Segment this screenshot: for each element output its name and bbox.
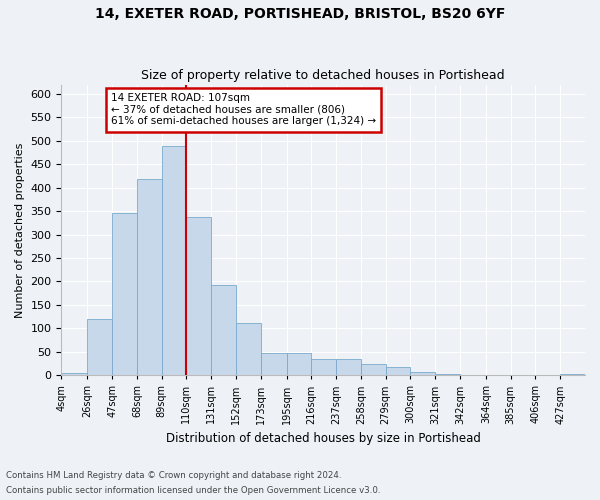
Bar bbox=[435, 374, 460, 376]
Bar bbox=[336, 359, 361, 376]
Bar bbox=[112, 214, 137, 376]
Bar bbox=[361, 364, 386, 376]
Bar bbox=[187, 217, 211, 376]
Bar bbox=[236, 322, 260, 376]
Bar bbox=[260, 353, 287, 376]
Bar bbox=[61, 373, 88, 376]
Bar bbox=[161, 146, 187, 376]
Bar bbox=[137, 180, 161, 376]
Y-axis label: Number of detached properties: Number of detached properties bbox=[15, 142, 25, 318]
Text: Contains HM Land Registry data © Crown copyright and database right 2024.: Contains HM Land Registry data © Crown c… bbox=[6, 471, 341, 480]
Bar bbox=[410, 372, 435, 376]
Text: 14, EXETER ROAD, PORTISHEAD, BRISTOL, BS20 6YF: 14, EXETER ROAD, PORTISHEAD, BRISTOL, BS… bbox=[95, 8, 505, 22]
X-axis label: Distribution of detached houses by size in Portishead: Distribution of detached houses by size … bbox=[166, 432, 481, 445]
Bar bbox=[560, 374, 585, 376]
Bar bbox=[88, 319, 112, 376]
Text: 14 EXETER ROAD: 107sqm
← 37% of detached houses are smaller (806)
61% of semi-de: 14 EXETER ROAD: 107sqm ← 37% of detached… bbox=[111, 94, 376, 126]
Bar bbox=[287, 353, 311, 376]
Text: Contains public sector information licensed under the Open Government Licence v3: Contains public sector information licen… bbox=[6, 486, 380, 495]
Title: Size of property relative to detached houses in Portishead: Size of property relative to detached ho… bbox=[142, 69, 505, 82]
Bar bbox=[311, 359, 336, 376]
Bar bbox=[211, 285, 236, 376]
Bar bbox=[386, 368, 410, 376]
